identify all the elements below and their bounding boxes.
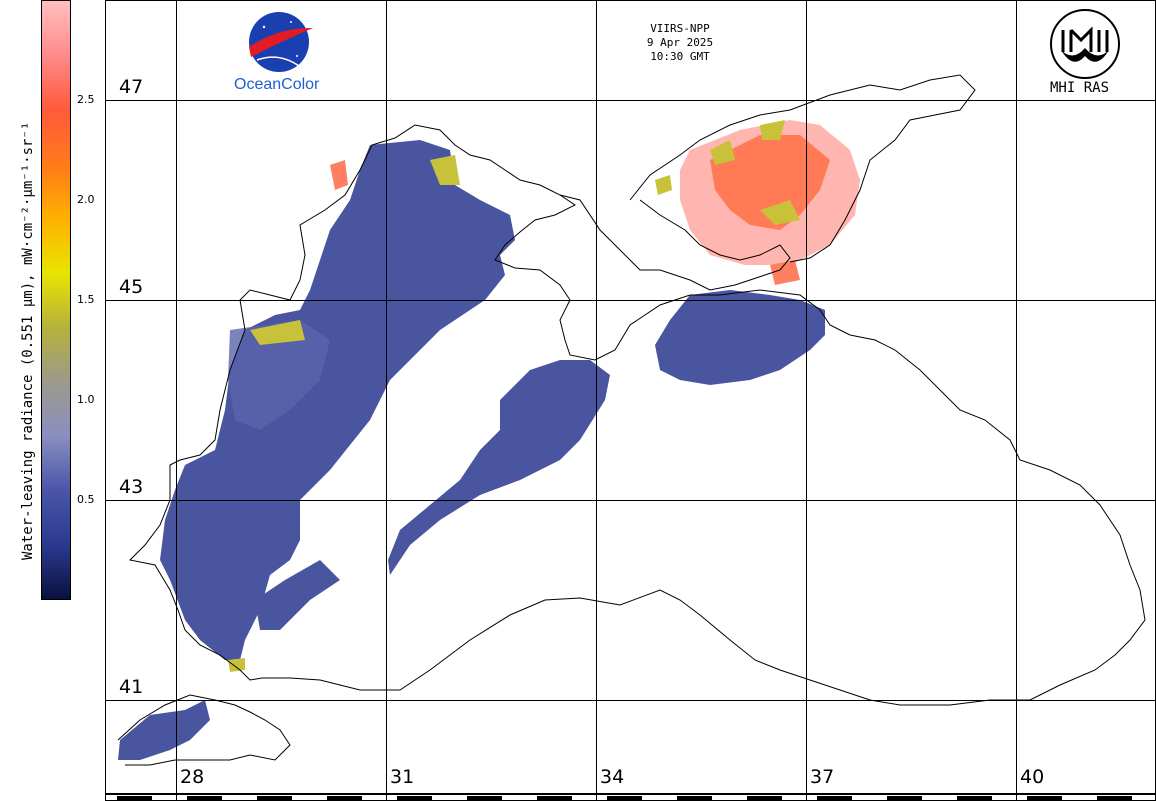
oceancolor-label: OceanColor	[234, 76, 320, 93]
water-kerch	[655, 290, 825, 385]
lat-label: 45	[117, 276, 146, 298]
azov-coast	[629, 74, 976, 263]
lat-label: 41	[117, 676, 146, 698]
header-block: VIIRS-NPP 9 Apr 2025 10:30 GMT	[620, 22, 740, 64]
water-west-lower	[255, 560, 340, 630]
water-central-streak2	[500, 380, 545, 430]
turbid-bosphorus	[228, 658, 245, 672]
mhi-ras-label: MHI RAS	[1050, 80, 1110, 96]
colorbar-gradient	[42, 1, 70, 599]
turbid-dnieper	[430, 155, 460, 185]
colorbar-tick: 2.0	[77, 193, 95, 206]
colorbar-tick: 0.5	[77, 493, 95, 506]
crimea-coast	[559, 194, 791, 291]
water-west-detail	[228, 320, 330, 430]
satellite-name: VIIRS-NPP	[650, 22, 710, 35]
acquisition-time: 10:30 GMT	[650, 50, 710, 63]
coastline	[128, 124, 1146, 706]
colorbar	[41, 0, 71, 600]
lat-label: 43	[117, 476, 146, 498]
turbid-azov-yellow4	[655, 175, 672, 195]
turbid-azov-yellow3	[760, 200, 800, 225]
turbid-odessa	[330, 160, 348, 190]
lon-label: 28	[178, 766, 207, 788]
mhi-emblem	[1050, 9, 1120, 79]
acquisition-date: 9 Apr 2025	[646, 36, 714, 49]
colorbar-tick: 1.5	[77, 293, 95, 306]
colorbar-tick: 1.0	[77, 393, 95, 406]
turbid-azov-yellow1	[710, 140, 735, 165]
marmara-coast	[117, 694, 291, 766]
lat-label: 47	[117, 76, 146, 98]
scale-bar	[105, 793, 1155, 801]
turbid-azov-yellow2	[760, 120, 785, 140]
water-west-shelf	[160, 140, 515, 660]
colorbar-tick: 2.5	[77, 93, 95, 106]
nasa-emblem	[249, 12, 313, 72]
lon-label: 40	[1018, 766, 1047, 788]
turbid-azov-orange	[710, 135, 830, 230]
lon-label: 34	[598, 766, 627, 788]
turbid-danube	[250, 320, 305, 345]
graticule	[105, 0, 1156, 801]
lon-label: 37	[808, 766, 837, 788]
water-central-streak	[388, 360, 610, 575]
lon-label: 31	[388, 766, 417, 788]
turbid-kerch	[770, 260, 800, 285]
water-marmara	[118, 700, 210, 760]
